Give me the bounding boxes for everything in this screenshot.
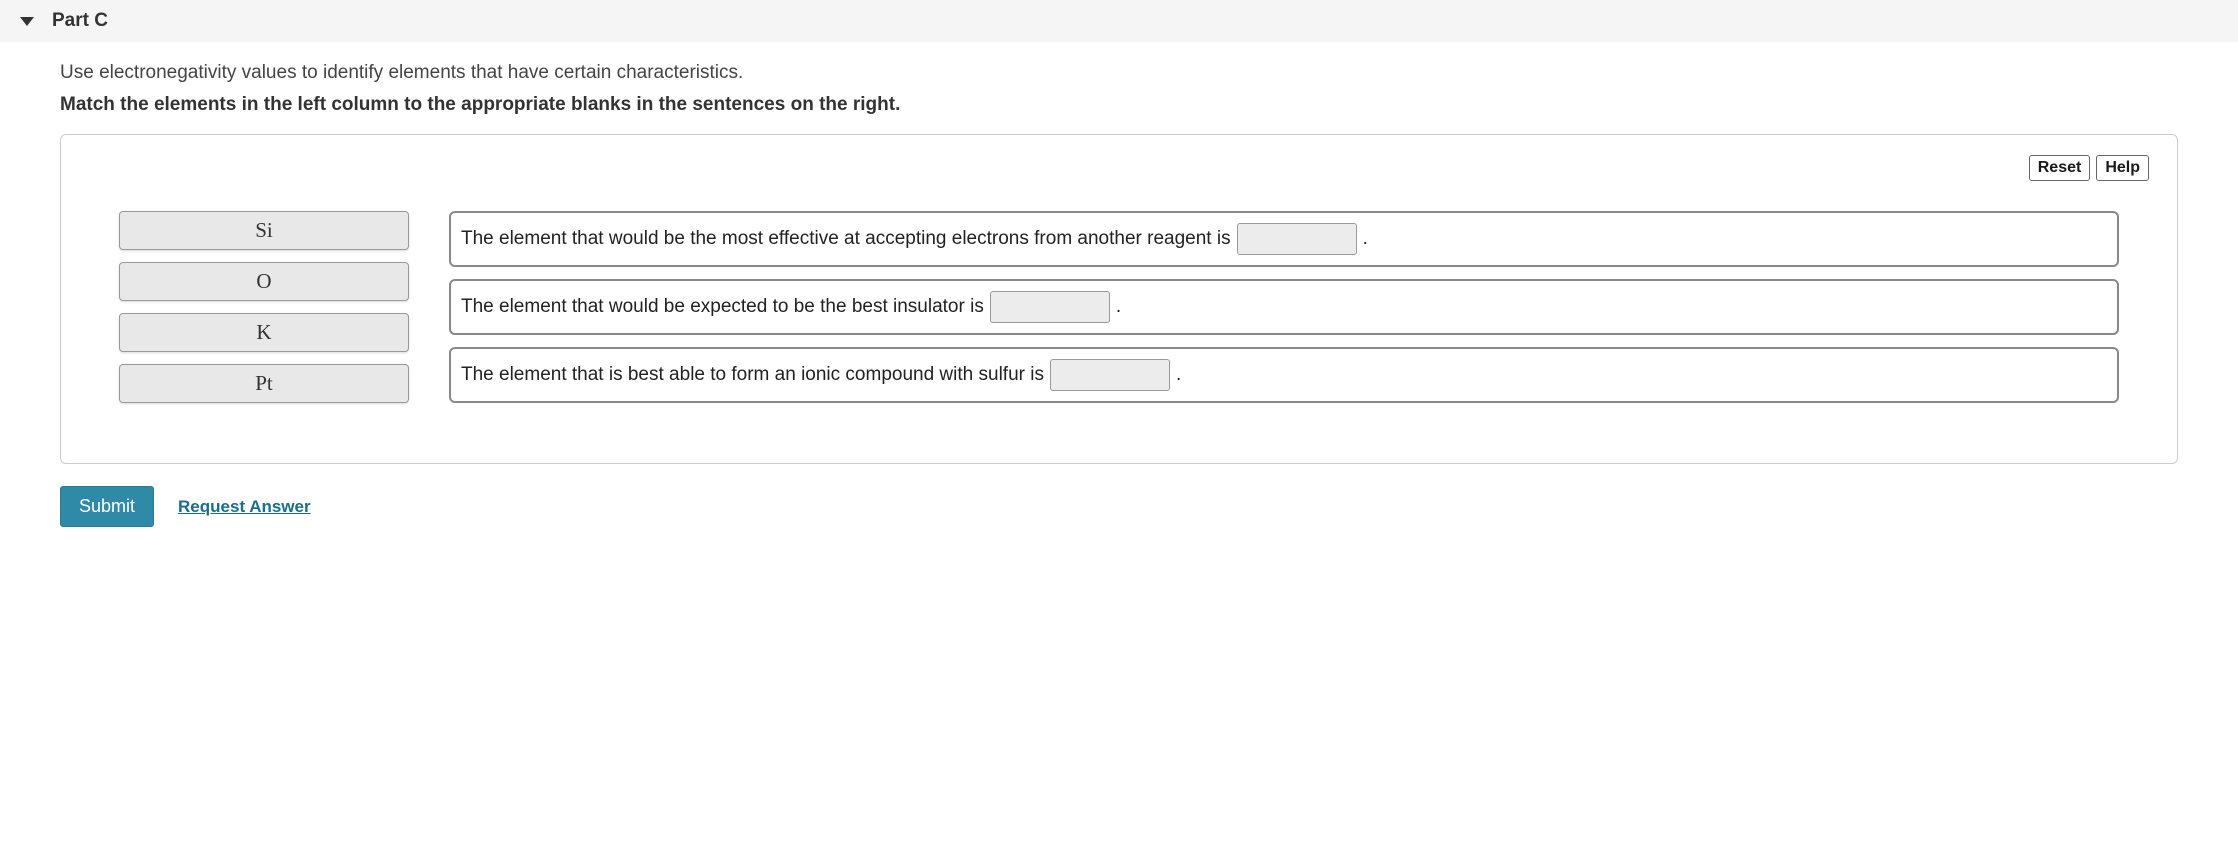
sentence-1-pre: The element that would be the most effec…: [461, 221, 1231, 257]
work-area: Reset Help Si O K Pt The element that wo…: [60, 134, 2178, 464]
sentence-1: The element that would be the most effec…: [449, 211, 2119, 267]
request-answer-link[interactable]: Request Answer: [178, 497, 311, 517]
reset-button[interactable]: Reset: [2029, 155, 2091, 181]
content-area: Use electronegativity values to identify…: [0, 42, 2238, 557]
element-chip-k[interactable]: K: [119, 313, 409, 352]
action-row: Submit Request Answer: [60, 486, 2178, 527]
match-grid: Si O K Pt The element that would be the …: [89, 211, 2149, 403]
element-list: Si O K Pt: [119, 211, 409, 403]
submit-button[interactable]: Submit: [60, 486, 154, 527]
element-chip-pt[interactable]: Pt: [119, 364, 409, 403]
collapse-caret-icon[interactable]: [20, 17, 34, 26]
drop-slot-3[interactable]: [1050, 359, 1170, 391]
help-button[interactable]: Help: [2096, 155, 2149, 181]
sentence-2-pre: The element that would be expected to be…: [461, 289, 984, 325]
sentence-3-post: .: [1176, 357, 1181, 393]
sentence-3: The element that is best able to form an…: [449, 347, 2119, 403]
drop-slot-2[interactable]: [990, 291, 1110, 323]
intro-text: Use electronegativity values to identify…: [60, 62, 2178, 84]
sentence-2: The element that would be expected to be…: [449, 279, 2119, 335]
drop-slot-1[interactable]: [1237, 223, 1357, 255]
sentence-3-pre: The element that is best able to form an…: [461, 357, 1044, 393]
sentence-1-post: .: [1363, 221, 1368, 257]
instruction-text: Match the elements in the left column to…: [60, 94, 2178, 116]
sentence-list: The element that would be the most effec…: [449, 211, 2119, 403]
part-title: Part C: [52, 10, 108, 32]
part-header[interactable]: Part C: [0, 0, 2238, 42]
top-button-row: Reset Help: [89, 155, 2149, 181]
sentence-2-post: .: [1116, 289, 1121, 325]
element-chip-si[interactable]: Si: [119, 211, 409, 250]
element-chip-o[interactable]: O: [119, 262, 409, 301]
